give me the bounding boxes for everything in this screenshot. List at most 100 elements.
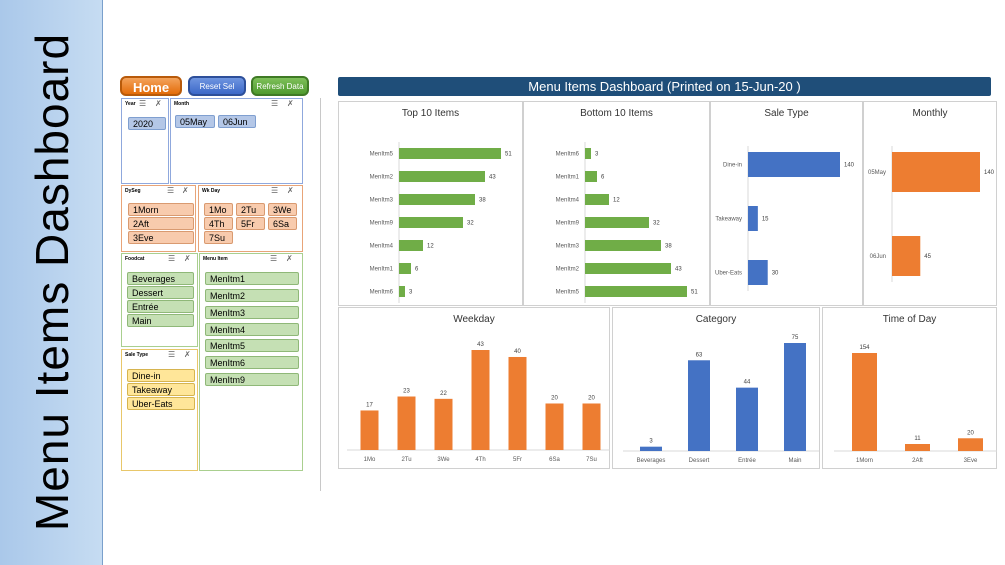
weekday-category-label: 7Su	[586, 457, 597, 463]
clear-filter-icon[interactable]: ✗	[287, 186, 294, 195]
top10-value-label: 43	[489, 175, 496, 181]
multi-select-icon[interactable]: ☰	[270, 254, 278, 263]
bottom10-chart: MenItm6 3 MenItm1 6 MenItm4 12 MenItm9 32 MenItm…	[556, 142, 698, 303]
multi-select-icon[interactable]: ☰	[271, 186, 279, 195]
timeofday-category-label: 1Morn	[856, 458, 873, 464]
menuitem-chip[interactable]: MenItm5	[205, 339, 299, 352]
weekday-value-label: 22	[440, 391, 447, 397]
top10-title: Top 10 Items	[401, 108, 460, 119]
saletype-bar	[748, 152, 840, 177]
top10-category-label: MenItm1	[370, 267, 394, 273]
dyseg-chip[interactable]: 1Morn	[128, 203, 194, 216]
menuitem-chip[interactable]: MenItm1	[205, 272, 299, 285]
saletype-value-label: 140	[844, 163, 855, 169]
menuitem-chip[interactable]: MenItm4	[205, 323, 299, 336]
menuitem-slicer-title: Menu Item	[203, 256, 228, 262]
weekday-chip[interactable]: 4Th	[204, 217, 233, 230]
top10-value-label: 32	[467, 221, 474, 227]
foodcat-chip[interactable]: Entrée	[127, 300, 194, 313]
bottom10-bar	[585, 240, 661, 251]
top10-bar	[399, 194, 475, 205]
saletype-chip[interactable]: Uber-Eats	[127, 397, 195, 410]
clear-filter-icon[interactable]: ✗	[184, 254, 191, 263]
foodcat-slicer: Foodcat ☰ ✗ Beverages Dessert Entrée Mai…	[121, 253, 198, 347]
saletype-chip[interactable]: Dine-in	[127, 369, 195, 382]
bottom10-value-label: 43	[675, 267, 682, 273]
weekday-category-label: 6Sa	[549, 457, 560, 463]
saletype-panel: Sale Type Dine-in 140 Takeaway 15 Uber-Eats 3…	[710, 101, 863, 306]
weekday-chip[interactable]: 5Fr	[236, 217, 265, 230]
category-bar	[640, 446, 662, 451]
category-category-label: Main	[788, 458, 801, 464]
dyseg-chip[interactable]: 3Eve	[128, 231, 194, 244]
timeofday-category-label: 2Aft	[912, 458, 923, 464]
timeofday-bar	[852, 353, 877, 451]
category-value-label: 75	[792, 335, 799, 341]
saletype-slicer: Sale Type ☰ ✗ Dine-in Takeaway Uber-Eats	[121, 349, 198, 471]
foodcat-chip[interactable]: Beverages	[127, 272, 194, 285]
timeofday-value-label: 11	[914, 436, 921, 442]
foodcat-chip[interactable]: Main	[127, 314, 194, 327]
weekday-category-label: 4Th	[475, 457, 485, 463]
weekday-bar	[434, 398, 453, 450]
bottom10-value-label: 32	[653, 221, 660, 227]
clear-filter-icon[interactable]: ✗	[182, 186, 189, 195]
clear-filter-icon[interactable]: ✗	[287, 99, 294, 108]
month-slicer: Month ☰ ✗ 05May 06Jun	[170, 98, 303, 184]
monthly-panel: Monthly 05May 140 06Jun 45	[863, 101, 997, 306]
reset-selection-button[interactable]: Reset Sel	[188, 76, 246, 96]
category-title: Category	[695, 314, 737, 325]
weekday-bar	[508, 356, 527, 450]
month-chip[interactable]: 06Jun	[218, 115, 256, 128]
bottom10-bar	[585, 286, 687, 297]
year-chip[interactable]: 2020	[128, 117, 166, 130]
top10-chart: MenItm5 51 MenItm2 43 MenItm3 38 MenItm9 32 MenI…	[370, 142, 512, 303]
clear-filter-icon[interactable]: ✗	[155, 99, 162, 108]
side-banner: Menu Items Dashboard	[0, 0, 103, 565]
top10-bar	[399, 286, 405, 297]
clear-filter-icon[interactable]: ✗	[286, 254, 293, 263]
timeofday-title: Time of Day	[882, 314, 937, 325]
dyseg-chip[interactable]: 2Aft	[128, 217, 194, 230]
weekday-bar	[582, 403, 601, 450]
category-category-label: Beverages	[637, 458, 666, 464]
weekday-chip[interactable]: 7Su	[204, 231, 233, 244]
multi-select-icon[interactable]: ☰	[168, 254, 176, 263]
side-title: Menu Items Dashboard	[26, 32, 78, 532]
weekday-slicer-title: Wk Day	[202, 188, 221, 194]
bottom10-value-label: 38	[665, 244, 672, 250]
weekday-chip[interactable]: 1Mo	[204, 203, 233, 216]
menuitem-chip[interactable]: MenItm3	[205, 306, 299, 319]
bottom10-bar	[585, 194, 609, 205]
clear-filter-icon[interactable]: ✗	[184, 350, 191, 359]
bottom10-category-label: MenItm5	[556, 290, 580, 296]
saletype-category-label: Takeaway	[715, 217, 742, 223]
category-category-label: Entrée	[738, 458, 756, 464]
top10-bar	[399, 240, 423, 251]
timeofday-panel: Time of Day 154 1Morn 11 2Aft 20 3Eve	[822, 307, 997, 469]
weekday-chip[interactable]: 6Sa	[268, 217, 297, 230]
weekday-value-label: 17	[366, 402, 373, 408]
multi-select-icon[interactable]: ☰	[139, 99, 147, 108]
saletype-slicer-title: Sale Type	[125, 352, 148, 358]
refresh-data-button[interactable]: Refresh Data	[251, 76, 309, 96]
weekday-value-label: 20	[588, 395, 595, 401]
weekday-chip[interactable]: 2Tu	[236, 203, 265, 216]
menuitem-chip[interactable]: MenItm6	[205, 356, 299, 369]
saletype-category-label: Dine-in	[723, 163, 742, 169]
multi-select-icon[interactable]: ☰	[168, 350, 176, 359]
home-button[interactable]: Home	[120, 76, 182, 96]
saletype-value-label: 15	[762, 217, 769, 223]
saletype-value-label: 30	[772, 271, 779, 277]
multi-select-icon[interactable]: ☰	[167, 186, 175, 195]
dyseg-slicer: DySeg ☰ ✗ 1Morn 2Aft 3Eve	[121, 185, 196, 252]
saletype-category-label: Uber-Eats	[715, 271, 742, 277]
foodcat-chip[interactable]: Dessert	[127, 286, 194, 299]
menuitem-chip[interactable]: MenItm2	[205, 289, 299, 302]
multi-select-icon[interactable]: ☰	[271, 99, 279, 108]
saletype-chip[interactable]: Takeaway	[127, 383, 195, 396]
monthly-bar	[892, 236, 921, 276]
month-chip[interactable]: 05May	[175, 115, 215, 128]
weekday-chip[interactable]: 3We	[268, 203, 297, 216]
menuitem-chip[interactable]: MenItm9	[205, 373, 299, 386]
